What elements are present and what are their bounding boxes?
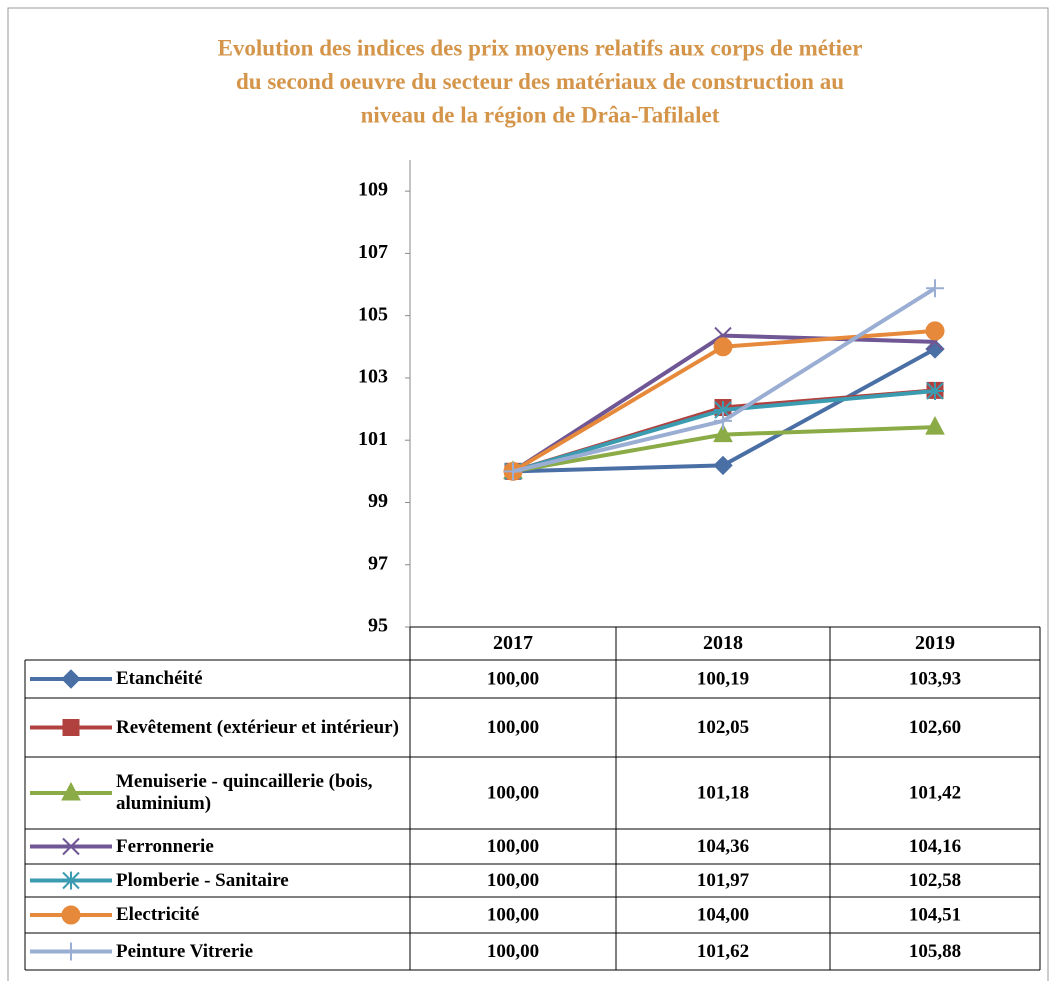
table-value: 100,00 bbox=[487, 904, 539, 925]
table-value: 102,60 bbox=[909, 717, 961, 738]
table-value: 105,88 bbox=[909, 941, 961, 962]
legend-label: Menuiserie - quincaillerie (bois, alumin… bbox=[116, 771, 373, 814]
legend-label-box: Electricité bbox=[116, 904, 200, 926]
x-tick-label: 2018 bbox=[703, 632, 743, 654]
marker bbox=[61, 781, 81, 801]
marker bbox=[925, 416, 945, 435]
table-value: 102,05 bbox=[697, 717, 749, 738]
marker bbox=[714, 401, 732, 420]
legend-label: Etanchéité bbox=[116, 668, 203, 690]
y-tick-label: 95 bbox=[368, 615, 388, 637]
y-tick-label: 109 bbox=[358, 179, 388, 201]
table-value: 100,00 bbox=[487, 717, 539, 738]
table-value: 100,00 bbox=[487, 782, 539, 803]
table-value: 104,51 bbox=[909, 904, 961, 925]
y-tick-label: 103 bbox=[358, 366, 388, 388]
y-tick-label: 101 bbox=[358, 428, 388, 450]
table-value: 102,58 bbox=[909, 870, 961, 891]
marker bbox=[926, 279, 944, 298]
table-value: 100,00 bbox=[487, 668, 539, 689]
marker bbox=[61, 905, 81, 925]
legend-label: Plomberie - Sanitaire bbox=[116, 869, 289, 891]
legend-label-box: Etanchéité bbox=[116, 668, 203, 690]
marker bbox=[62, 719, 80, 736]
legend-label-box: Ferronnerie bbox=[116, 835, 214, 857]
table-value: 104,16 bbox=[909, 836, 961, 857]
x-tick-label: 2019 bbox=[915, 632, 955, 654]
marker bbox=[61, 669, 81, 689]
table-value: 104,36 bbox=[697, 836, 749, 857]
y-tick-label: 97 bbox=[368, 552, 388, 574]
legend-label-box: Plomberie - Sanitaire bbox=[116, 869, 289, 891]
marker bbox=[925, 339, 945, 359]
table-value: 103,93 bbox=[909, 668, 961, 689]
marker bbox=[62, 871, 80, 890]
marker bbox=[925, 321, 945, 341]
table-value: 101,97 bbox=[697, 870, 750, 891]
chart-border bbox=[7, 7, 1049, 981]
legend-label: Ferronnerie bbox=[116, 835, 214, 857]
marker bbox=[713, 455, 733, 476]
legend-label-box: Menuiserie - quincaillerie (bois, alumin… bbox=[116, 771, 373, 814]
legend-label-box: Revêtement (extérieur et intérieur) bbox=[116, 716, 399, 738]
x-tick-label: 2017 bbox=[493, 632, 533, 654]
marker bbox=[62, 837, 80, 856]
table-value: 101,62 bbox=[697, 941, 749, 962]
legend-label: Electricité bbox=[116, 904, 200, 926]
marker bbox=[62, 942, 80, 961]
legend-label: Peinture Vitrerie bbox=[116, 940, 253, 962]
marker bbox=[504, 462, 522, 481]
table-value: 100,00 bbox=[487, 941, 539, 962]
chart-title: Evolution des indices des prix moyens re… bbox=[218, 35, 863, 60]
y-tick-label: 107 bbox=[358, 241, 388, 263]
table-value: 100,00 bbox=[487, 870, 539, 891]
marker bbox=[713, 423, 733, 443]
y-tick-label: 105 bbox=[358, 303, 388, 325]
table-value: 100,19 bbox=[697, 668, 749, 689]
table-value: 101,42 bbox=[909, 782, 961, 803]
table-value: 100,00 bbox=[487, 836, 539, 857]
y-tick-label: 99 bbox=[368, 490, 388, 512]
chart-title: niveau de la région de Drâa-Tafilalet bbox=[361, 102, 720, 127]
chart-title: du second oeuvre du secteur des matériau… bbox=[236, 69, 844, 94]
marker bbox=[926, 382, 944, 401]
legend-label: Revêtement (extérieur et intérieur) bbox=[116, 716, 399, 738]
table-value: 101,18 bbox=[697, 782, 749, 803]
table-value: 104,00 bbox=[697, 904, 749, 925]
marker bbox=[714, 411, 732, 430]
marker bbox=[713, 337, 733, 357]
series-line bbox=[512, 286, 937, 474]
legend-label-box: Peinture Vitrerie bbox=[116, 940, 253, 962]
